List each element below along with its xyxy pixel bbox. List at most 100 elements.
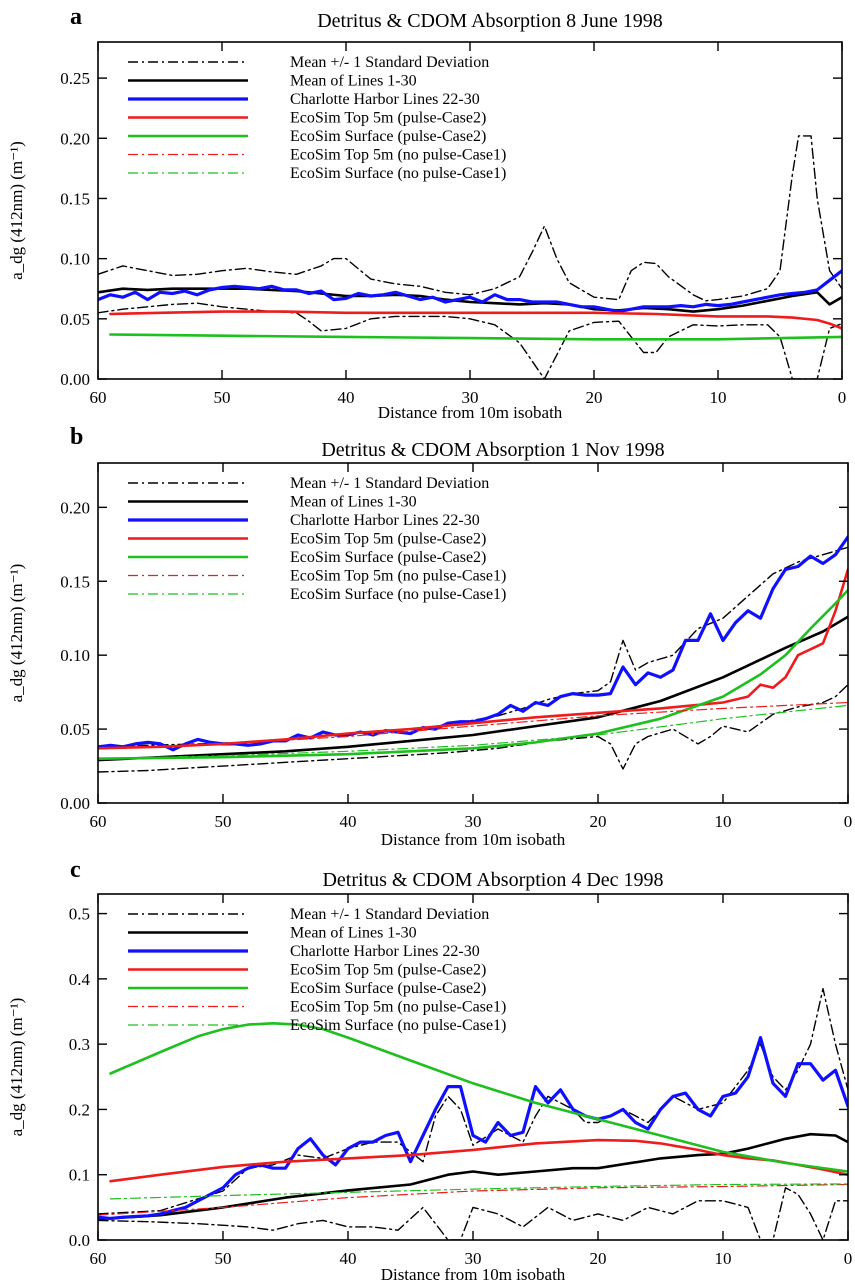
legend-label: Mean of Lines 1-30 [290, 494, 417, 511]
x-tick-label: 60 [90, 812, 107, 831]
y-tick-label: 0.25 [60, 69, 90, 88]
x-tick-label: 40 [338, 388, 355, 407]
x-tick-label: 50 [215, 1249, 232, 1268]
series-line-0-1 [98, 684, 848, 773]
series-line-1-2 [98, 615, 848, 762]
x-tick-label: 30 [465, 812, 482, 831]
legend-label: EcoSim Surface (pulse-Case2) [290, 980, 486, 997]
series-line-0-0 [98, 135, 842, 302]
series-line-5-6 [98, 701, 848, 749]
legend-label: Mean +/- 1 Standard Deviation [290, 906, 489, 923]
series-group [98, 988, 848, 1240]
x-tick-label: 10 [710, 388, 727, 407]
series-line-4-5 [109, 333, 842, 341]
chart-title: Detritus & CDOM Absorption 4 Dec 1998 [322, 869, 663, 891]
y-tick-label: 0.00 [60, 370, 90, 389]
legend-label: Charlotte Harbor Lines 22-30 [290, 512, 480, 529]
y-tick-label: 0.00 [60, 794, 90, 813]
legend-label: Mean +/- 1 Standard Deviation [290, 475, 489, 492]
y-tick-label: 0.5 [69, 905, 90, 924]
legend: Mean +/- 1 Standard Deviation Mean of Lin… [128, 54, 506, 182]
x-tick-label: 0 [844, 1249, 853, 1268]
x-tick-label: 10 [715, 812, 732, 831]
y-tick-label: 0.20 [60, 498, 90, 517]
legend-label: EcoSim Top 5m (pulse-Case2) [290, 110, 486, 127]
y-tick-label: 0.20 [60, 129, 90, 148]
y-tick-label: 0.15 [60, 572, 90, 591]
panel-letter: a [70, 4, 82, 30]
y-tick-label: 0.05 [60, 720, 90, 739]
legend-label: EcoSim Surface (no pulse-Case1) [290, 586, 506, 603]
chart-panel-b: b Detritus & CDOM Absorption 1 Nov 1998 60… [7, 424, 852, 849]
legend-label: EcoSim Surface (no pulse-Case1) [290, 165, 506, 182]
legend-label: Charlotte Harbor Lines 22-30 [290, 91, 480, 108]
legend-label: EcoSim Top 5m (pulse-Case2) [290, 962, 486, 979]
series-group [98, 535, 848, 773]
series-line-0-1 [98, 1187, 848, 1240]
x-tick-label: 40 [340, 812, 357, 831]
legend-label: EcoSim Surface (no pulse-Case1) [290, 1017, 506, 1034]
series-line-3-4 [98, 568, 848, 750]
y-tick-label: 0.3 [69, 1035, 90, 1054]
x-tick-label: 50 [215, 812, 232, 831]
legend-label: Charlotte Harbor Lines 22-30 [290, 943, 480, 960]
chart-title: Detritus & CDOM Absorption 8 June 1998 [317, 10, 663, 32]
legend-label: Mean of Lines 1-30 [290, 73, 417, 90]
x-tick-label: 60 [90, 1249, 107, 1268]
x-tick-label: 30 [465, 1249, 482, 1268]
y-tick-label: 0.4 [69, 970, 91, 989]
chart-panel-c: c Detritus & CDOM Absorption 4 Dec 1998 60… [7, 857, 852, 1284]
y-tick-label: 0.10 [60, 250, 90, 269]
y-tick-label: 0.2 [69, 1100, 90, 1119]
series-line-6-7 [98, 704, 848, 760]
series-line-1-2 [98, 1132, 848, 1221]
chart-title: Detritus & CDOM Absorption 1 Nov 1998 [321, 439, 664, 461]
series-line-3-4 [109, 1138, 848, 1183]
y-tick-label: 0.05 [60, 310, 90, 329]
x-tick-label: 30 [462, 388, 479, 407]
x-tick-label: 20 [590, 1249, 607, 1268]
y-tick-label: 0.15 [60, 189, 90, 208]
panel-letter: c [70, 857, 81, 883]
x-tick-label: 50 [214, 388, 231, 407]
chart-panel-a: a Detritus & CDOM Absorption 8 June 1998 6… [7, 4, 846, 422]
series-line-4-5 [98, 588, 848, 760]
x-axis-label: Distance from 10m isobath [381, 830, 566, 849]
y-axis-label: a_dg (412nm) (m⁻¹) [7, 564, 26, 703]
series-line-6-7 [109, 1183, 848, 1200]
series-line-1-2 [98, 287, 842, 313]
y-axis-label: a_dg (412nm) (m⁻¹) [7, 141, 26, 280]
legend: Mean +/- 1 Standard Deviation Mean of Lin… [128, 906, 506, 1034]
legend-label: EcoSim Surface (pulse-Case2) [290, 549, 486, 566]
series-line-2-3 [98, 269, 842, 314]
x-tick-label: 40 [340, 1249, 357, 1268]
series-line-5-6 [98, 1183, 848, 1216]
legend-label: EcoSim Surface (pulse-Case2) [290, 128, 486, 145]
series-line-0-0 [98, 988, 848, 1215]
legend-label: Mean +/- 1 Standard Deviation [290, 54, 489, 71]
x-axis-label: Distance from 10m isobath [378, 403, 563, 422]
legend-label: EcoSim Top 5m (pulse-Case2) [290, 531, 486, 548]
y-axis-label: a_dg (412nm) (m⁻¹) [7, 998, 26, 1137]
legend-label: Mean of Lines 1-30 [290, 925, 417, 942]
x-tick-label: 60 [90, 388, 107, 407]
legend-label: EcoSim Top 5m (no pulse-Case1) [290, 147, 506, 164]
legend-label: EcoSim Top 5m (no pulse-Case1) [290, 999, 506, 1016]
panel-letter: b [70, 424, 83, 450]
x-tick-label: 20 [590, 812, 607, 831]
series-line-4-5 [109, 1022, 848, 1173]
series-line-3-4 [109, 310, 842, 330]
y-tick-label: 0.10 [60, 646, 90, 665]
x-tick-label: 0 [844, 812, 853, 831]
x-tick-label: 0 [838, 388, 847, 407]
series-line-0-1 [98, 302, 842, 379]
series-group [98, 135, 842, 379]
y-tick-label: 0.0 [69, 1231, 90, 1250]
x-tick-label: 10 [715, 1249, 732, 1268]
x-axis-label: Distance from 10m isobath [381, 1265, 566, 1284]
legend-label: EcoSim Top 5m (no pulse-Case1) [290, 568, 506, 585]
y-tick-label: 0.1 [69, 1166, 90, 1185]
series-line-2-3 [98, 1036, 848, 1221]
legend: Mean +/- 1 Standard Deviation Mean of Lin… [128, 475, 506, 603]
